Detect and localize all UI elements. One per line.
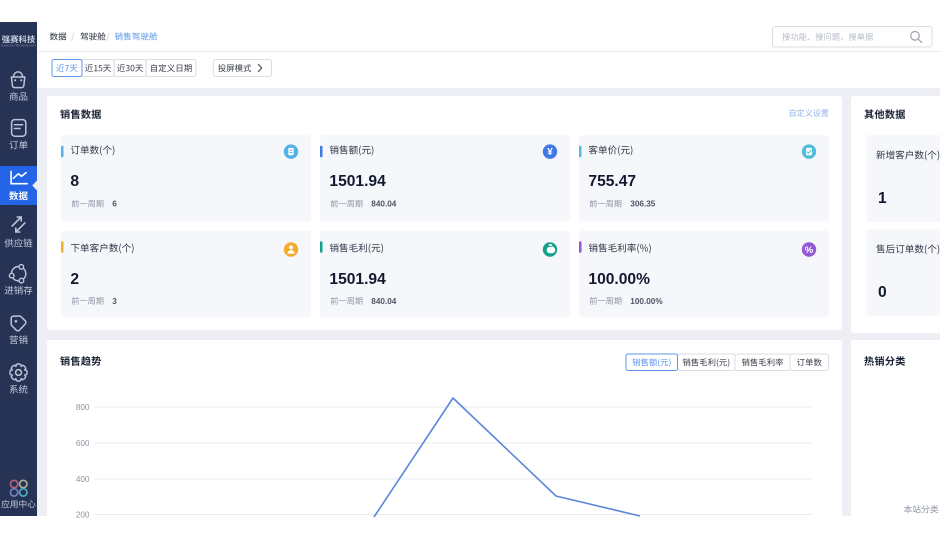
svg-text:¥: ¥ (547, 147, 553, 158)
svg-text:840.04: 840.04 (371, 297, 396, 306)
svg-text:100.00%: 100.00% (630, 297, 663, 306)
svg-text:200: 200 (76, 510, 90, 519)
svg-text:840.04: 840.04 (371, 200, 396, 209)
svg-text:800: 800 (76, 403, 90, 412)
svg-text:755.47: 755.47 (588, 173, 636, 190)
svg-text:0: 0 (878, 284, 887, 301)
svg-text:600: 600 (76, 439, 90, 448)
svg-text:1501.94: 1501.94 (329, 173, 386, 190)
svg-text:1501.94: 1501.94 (329, 271, 386, 288)
svg-text:306.35: 306.35 (630, 200, 655, 209)
svg-text:400: 400 (76, 475, 90, 484)
svg-text:2: 2 (70, 271, 79, 288)
svg-text:8: 8 (70, 173, 79, 190)
svg-text:LIANGSAI TECHNOLOGY: LIANGSAI TECHNOLOGY (1, 44, 37, 48)
svg-text:100.00%: 100.00% (588, 271, 650, 288)
svg-text:1: 1 (878, 190, 887, 207)
svg-text:6: 6 (112, 200, 117, 209)
svg-text:%: % (805, 245, 814, 256)
svg-text:3: 3 (112, 297, 117, 306)
